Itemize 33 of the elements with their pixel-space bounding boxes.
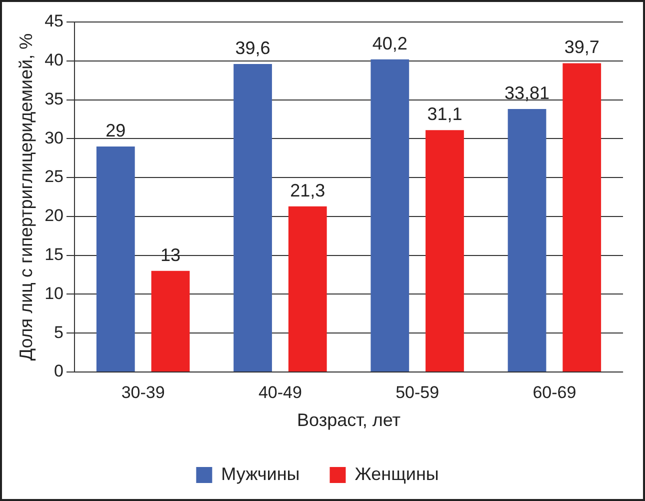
bar [426, 130, 464, 372]
bar [96, 146, 135, 372]
y-tick-label: 5 [54, 322, 64, 342]
y-tick-label: 25 [44, 167, 64, 186]
y-tick-label: 40 [44, 50, 64, 70]
y-tick-label: 10 [44, 284, 64, 303]
y-tick-label: 45 [44, 12, 64, 31]
x-tick-label: 60-69 [532, 382, 576, 402]
y-tick-label: 30 [44, 128, 64, 148]
data-label: 40,2 [372, 33, 408, 54]
bar [151, 270, 190, 372]
data-label: 39,7 [564, 37, 600, 58]
data-label: 29 [106, 120, 126, 140]
y-tick-label: 0 [54, 362, 64, 381]
bar [370, 59, 410, 372]
y-tick-label: 35 [44, 89, 64, 108]
legend-label: Женщины [354, 464, 439, 484]
bar [234, 64, 272, 372]
y-tick-label: 15 [44, 245, 64, 264]
x-tick-label: 30-39 [121, 382, 165, 402]
y-axis-title: Доля лиц с гипертриглицеридемией, % [16, 33, 36, 361]
bar [508, 109, 546, 372]
bar [562, 63, 602, 372]
data-label: 21,3 [290, 180, 326, 200]
x-axis-title: Возраст, лет [297, 410, 401, 430]
data-label: 33,81 [504, 83, 550, 103]
data-label: 31,1 [427, 104, 462, 124]
bar [288, 206, 327, 372]
legend-label: Мужчины [221, 464, 300, 484]
x-tick-label: 50-59 [396, 382, 440, 402]
x-tick-label: 40-49 [258, 382, 302, 402]
data-label: 39,6 [235, 38, 270, 58]
y-tick-label: 20 [44, 206, 64, 226]
